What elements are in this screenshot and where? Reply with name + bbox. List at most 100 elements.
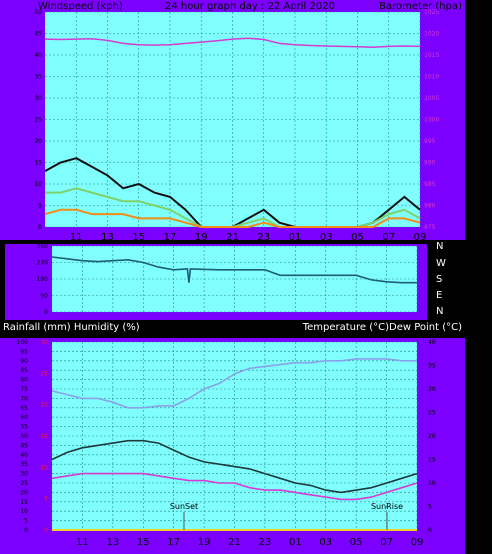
sunset-label: SunSet <box>170 502 198 511</box>
temperature-x-tick: 11 <box>76 537 89 548</box>
barometer-y-tick: 1000 <box>424 117 439 124</box>
barometer-y-tick: 985 <box>424 181 436 188</box>
humidity-y-tick: 100 <box>17 339 29 346</box>
temperature-dewpoint-axis-label: Temperature (°C)Dew Point (°C) <box>302 322 462 333</box>
temperature-x-tick: 09 <box>411 537 424 548</box>
barometer-y-tick: 1005 <box>424 95 439 102</box>
temperature-grid <box>52 341 418 531</box>
barometer-y-tick: 995 <box>424 138 436 145</box>
axis-ticks: 0510152025303540455097598098599099510001… <box>17 9 440 548</box>
barometer-y-tick: 980 <box>424 203 436 210</box>
humidity-y-tick: 35 <box>20 461 28 468</box>
humidity-y-tick: 45 <box>20 442 28 449</box>
direction-y-tick: 270 <box>37 260 49 267</box>
temperature-x-tick: 23 <box>259 537 272 548</box>
barometer-axis-label: Barometer (hpa) <box>379 1 462 12</box>
temperature-y-tick: 25 <box>428 410 436 417</box>
barometer-y-tick: 1020 <box>424 31 439 38</box>
humidity-y-tick: 55 <box>20 424 28 431</box>
wind-y-tick: 15 <box>34 160 42 167</box>
direction-y-tick: 180 <box>37 276 49 283</box>
direction-label-e: E <box>436 290 442 301</box>
rain-y-tick: 30 <box>40 339 48 346</box>
temperature-x-tick: 21 <box>228 537 241 548</box>
temperature-x-tick: 07 <box>380 537 393 548</box>
direction-series <box>51 256 417 284</box>
humidity-y-tick: 80 <box>20 377 28 384</box>
wind-x-tick: 05 <box>351 232 364 243</box>
windspeed-axis-label: Windspeed (kph) <box>38 1 123 12</box>
wind-x-tick: 07 <box>382 232 395 243</box>
wind-y-tick: 35 <box>34 74 42 81</box>
wind-y-tick: 25 <box>34 117 42 124</box>
direction-label-n-bottom: N <box>436 306 443 317</box>
chart-title: 24 hour graph day : 22 April 2020 <box>165 1 335 12</box>
wind-y-tick: 45 <box>34 31 42 38</box>
wind-x-tick: 19 <box>195 232 208 243</box>
wind-x-tick: 11 <box>70 232 83 243</box>
wind-y-tick: 0 <box>38 224 42 231</box>
temperature-series <box>51 358 418 531</box>
wind-x-tick: 15 <box>132 232 145 243</box>
series-barometer <box>44 37 421 49</box>
temperature-x-tick: 15 <box>137 537 150 548</box>
wind-x-tick: 01 <box>289 232 302 243</box>
series-dew-point <box>51 472 418 501</box>
barometer-y-tick: 975 <box>424 224 436 231</box>
temperature-y-tick: 15 <box>428 457 436 464</box>
humidity-y-tick: 40 <box>20 452 28 459</box>
temperature-y-tick: 5 <box>428 504 432 511</box>
humidity-y-tick: 75 <box>20 386 28 393</box>
humidity-y-tick: 10 <box>20 508 28 515</box>
barometer-y-tick: 1025 <box>424 9 439 16</box>
temperature-x-tick: 03 <box>319 537 332 548</box>
barometer-y-tick: 990 <box>424 160 436 167</box>
rain-y-tick: 15 <box>40 433 48 440</box>
wind-x-tick: 23 <box>257 232 270 243</box>
direction-y-tick: 0 <box>44 309 48 316</box>
humidity-y-tick: 85 <box>20 367 28 374</box>
sunrise-label: SunRise <box>371 502 403 511</box>
barometer-y-tick: 1015 <box>424 52 439 59</box>
wind-y-tick: 5 <box>38 203 42 210</box>
humidity-y-tick: 5 <box>24 518 28 525</box>
direction-grid <box>52 245 418 313</box>
direction-label-n-top: N <box>436 241 443 252</box>
wind-x-tick: 17 <box>164 232 177 243</box>
temperature-y-tick: 20 <box>428 433 436 440</box>
wind-y-tick: 40 <box>34 52 42 59</box>
temperature-x-tick: 13 <box>106 537 119 548</box>
humidity-y-tick: 95 <box>20 348 28 355</box>
series-humidity <box>51 358 417 409</box>
temperature-y-tick: 0 <box>428 527 432 534</box>
humidity-y-tick: 20 <box>20 489 28 496</box>
humidity-y-tick: 0 <box>24 527 28 534</box>
wind-series <box>44 37 421 228</box>
humidity-y-tick: 15 <box>20 499 28 506</box>
series-wind-direction <box>51 256 417 284</box>
humidity-y-tick: 65 <box>20 405 28 412</box>
temperature-y-tick: 40 <box>428 339 436 346</box>
temperature-y-tick: 30 <box>428 386 436 393</box>
direction-y-tick: 90 <box>40 293 48 300</box>
wind-x-tick: 03 <box>320 232 333 243</box>
series-temperature <box>51 439 418 494</box>
wind-x-tick: 13 <box>101 232 114 243</box>
wind-y-tick: 30 <box>34 95 42 102</box>
rain-y-tick: 20 <box>40 402 48 409</box>
humidity-y-tick: 25 <box>20 480 28 487</box>
temperature-x-tick: 05 <box>350 537 363 548</box>
humidity-y-tick: 30 <box>20 471 28 478</box>
temperature-x-tick: 17 <box>167 537 180 548</box>
temperature-y-tick: 10 <box>428 480 436 487</box>
series-wind-speed <box>44 208 421 228</box>
rain-y-tick: 0 <box>44 527 48 534</box>
wind-y-tick: 20 <box>34 138 42 145</box>
temperature-y-tick: 35 <box>428 363 436 370</box>
panel-bottom-header <box>0 320 465 338</box>
rain-y-tick: 5 <box>44 496 48 503</box>
rain-y-tick: 25 <box>40 370 48 377</box>
humidity-y-tick: 60 <box>20 414 28 421</box>
